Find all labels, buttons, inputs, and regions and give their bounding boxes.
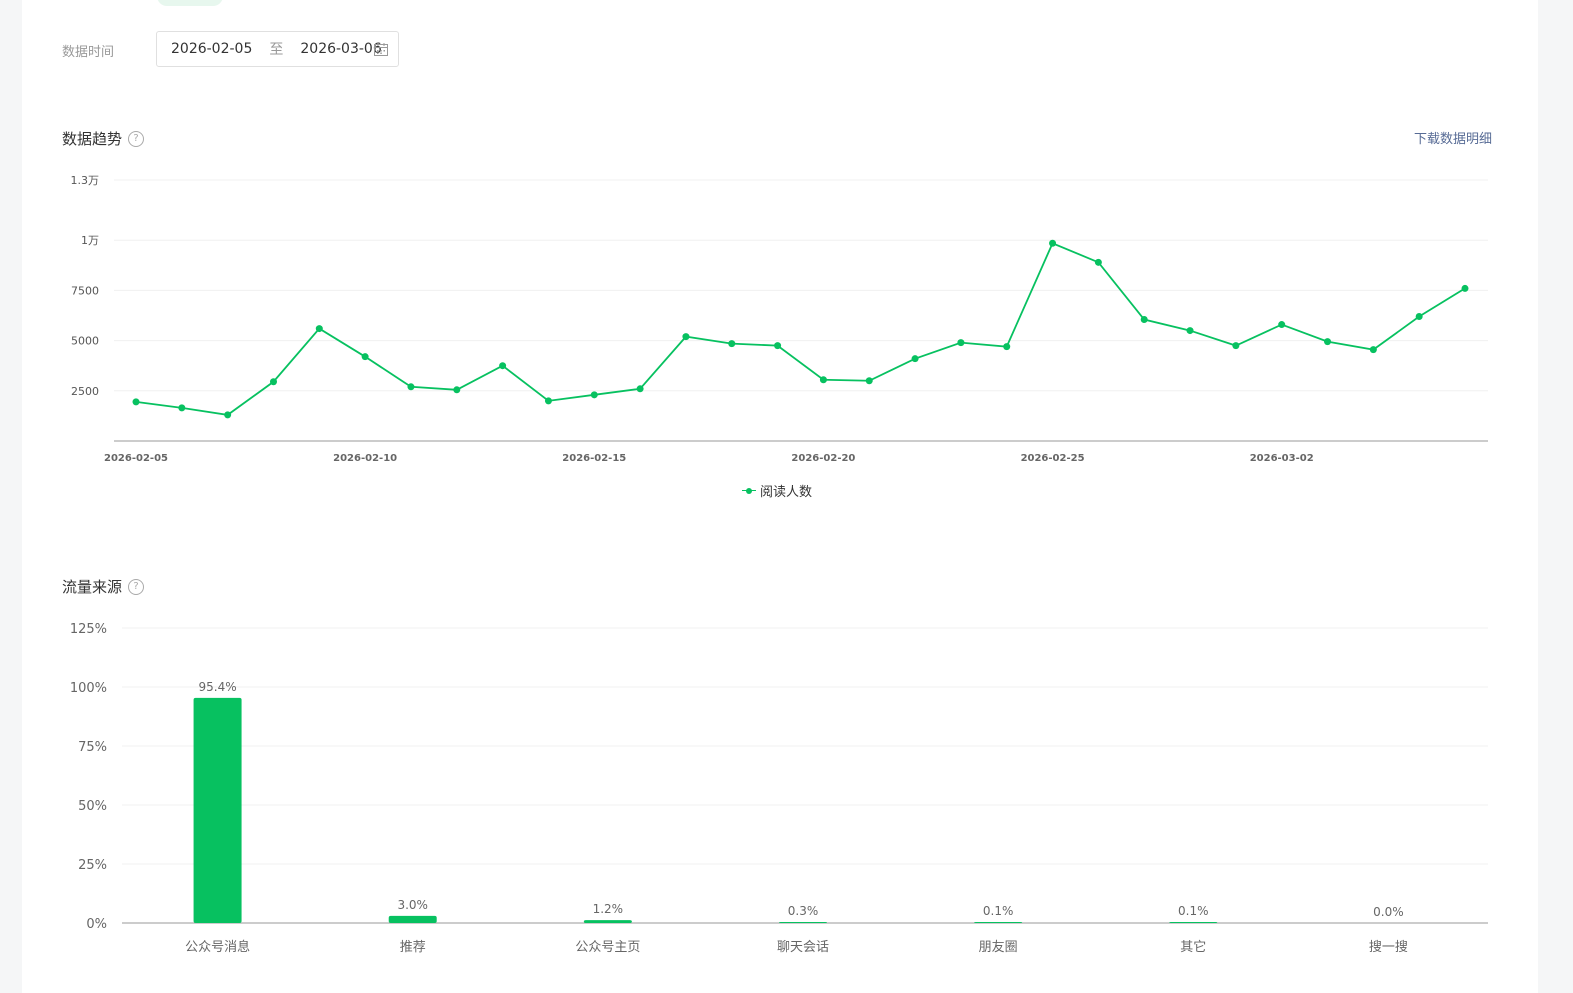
data-point: [1140, 316, 1148, 324]
main-card: 数据时间 2026-02-05 至 2026-03-06 数据趋势 ? 下载数据…: [22, 0, 1538, 993]
data-point: [1003, 343, 1011, 351]
y-tick-label: 1万: [81, 234, 99, 247]
y-tick-label: 100%: [70, 681, 107, 696]
data-point: [911, 355, 919, 363]
y-tick-label: 1.3万: [71, 174, 100, 187]
trend-line-chart: 2500 5000 7500 1万 1.3万 2026-02-05 2026-02-10 20…: [71, 174, 1488, 464]
x-tick-label: 2026-03-02: [1250, 453, 1314, 464]
data-point: [1415, 313, 1423, 321]
bar-value-label: 0.1%: [1178, 904, 1209, 918]
help-icon[interactable]: ?: [128, 130, 145, 147]
start-date[interactable]: 2026-02-05: [171, 41, 253, 57]
data-point: [269, 378, 277, 386]
data-point: [1049, 239, 1057, 247]
legend-line-icon: [742, 486, 756, 496]
trend-section-title: 数据趋势 ?: [62, 128, 145, 149]
data-point: [1324, 338, 1332, 346]
data-point: [1369, 346, 1377, 354]
data-point: [178, 404, 186, 412]
data-point: [315, 325, 323, 333]
date-range-picker[interactable]: 2026-02-05 至 2026-03-06: [156, 31, 399, 67]
x-category-label: 推荐: [400, 940, 426, 955]
bar: [193, 697, 242, 923]
data-point: [728, 340, 736, 348]
date-separator: 至: [269, 42, 284, 58]
data-point: [636, 385, 644, 393]
bar: [388, 915, 437, 923]
data-point: [819, 376, 827, 384]
bar: [779, 922, 827, 923]
bar-value-label: 0.0%: [1373, 905, 1404, 919]
data-point: [957, 339, 965, 347]
bar: [1169, 922, 1218, 923]
source-section-title: 流量来源 ?: [62, 576, 145, 597]
download-data-link[interactable]: 下载数据明细: [1414, 132, 1493, 147]
y-tick-label: 5000: [71, 335, 99, 348]
bar-value-label: 0.1%: [983, 904, 1014, 918]
date-filter-label: 数据时间: [62, 45, 115, 60]
legend-label: 阅读人数: [760, 485, 813, 500]
data-point: [774, 342, 782, 350]
bar-value-label: 95.4%: [199, 680, 237, 694]
series-line: [135, 242, 1466, 416]
data-point: [590, 391, 598, 399]
data-point: [1094, 258, 1102, 266]
data-point: [407, 383, 415, 391]
end-date[interactable]: 2026-03-06: [300, 41, 382, 57]
data-point: [865, 377, 873, 385]
data-point: [453, 386, 461, 394]
trend-title: 数据趋势: [62, 130, 123, 148]
y-tick-label: 0%: [86, 917, 107, 932]
data-point: [1461, 284, 1469, 292]
data-point: [1186, 327, 1194, 335]
data-point: [1232, 342, 1240, 350]
x-tick-label: 2026-02-20: [791, 453, 855, 464]
data-point: [499, 362, 507, 370]
bar-value-label: 3.0%: [397, 898, 428, 912]
y-tick-label: 125%: [70, 622, 107, 637]
x-category-label: 朋友圈: [979, 939, 1018, 955]
bar-value-label: 1.2%: [593, 902, 624, 916]
x-category-label: 公众号主页: [575, 940, 640, 955]
bar: [583, 920, 632, 923]
bar: [974, 922, 1023, 923]
data-point: [682, 333, 690, 341]
source-title: 流量来源: [62, 578, 123, 596]
bar-value-label: 0.3%: [788, 904, 819, 918]
x-tick-label: 2026-02-15: [562, 453, 626, 464]
data-point: [544, 397, 552, 405]
top-tab-pill[interactable]: [157, 0, 223, 6]
x-tick-label: 2026-02-10: [333, 453, 397, 464]
x-category-label: 其它: [1180, 939, 1206, 955]
x-tick-label: 2026-02-25: [1021, 453, 1085, 464]
traffic-source-bar-chart: 0% 25% 50% 75% 100% 125% 95.4% 公众号消息 3.0% 推荐 1.2% 公…: [70, 622, 1488, 955]
x-category-label: 搜一搜: [1369, 940, 1408, 955]
y-tick-label: 75%: [78, 740, 107, 755]
help-icon[interactable]: ?: [128, 578, 145, 595]
y-tick-label: 25%: [78, 858, 107, 873]
data-point: [132, 398, 140, 406]
data-point: [224, 411, 232, 419]
data-point: [361, 353, 369, 361]
data-point: [1278, 321, 1286, 329]
y-tick-label: 2500: [71, 385, 99, 398]
y-tick-label: 7500: [71, 284, 99, 297]
calendar-icon[interactable]: [374, 43, 388, 56]
x-category-label: 聊天会话: [777, 940, 829, 955]
x-category-label: 公众号消息: [185, 939, 250, 955]
y-tick-label: 50%: [78, 799, 107, 814]
x-tick-label: 2026-02-05: [104, 453, 168, 464]
trend-legend[interactable]: 阅读人数: [742, 481, 812, 500]
